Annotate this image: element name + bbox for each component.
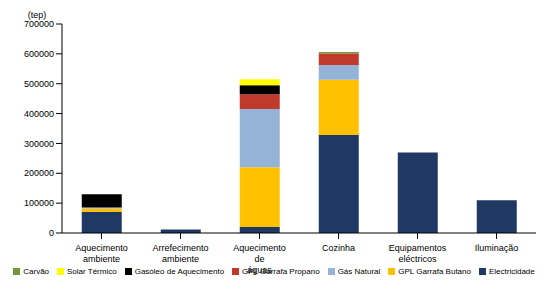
- svg-text:Aquecimentoambiente: Aquecimentoambiente: [75, 243, 128, 264]
- svg-text:Equipamentoseléctricos: Equipamentoseléctricos: [389, 243, 447, 264]
- svg-text:200000: 200000: [24, 168, 54, 178]
- svg-text:500000: 500000: [24, 79, 54, 89]
- svg-text:Cozinha: Cozinha: [322, 243, 355, 253]
- svg-text:400000: 400000: [24, 109, 54, 119]
- svg-text:Arrefecimentoambiente: Arrefecimentoambiente: [152, 243, 208, 264]
- svg-text:Iluminação: Iluminação: [475, 243, 519, 253]
- svg-text:Aquecimentodeáguas: Aquecimentodeáguas: [233, 243, 286, 275]
- svg-text:0: 0: [49, 228, 54, 238]
- svg-text:(tep): (tep): [28, 10, 47, 20]
- svg-text:600000: 600000: [24, 49, 54, 59]
- svg-text:100000: 100000: [24, 198, 54, 208]
- svg-text:700000: 700000: [24, 19, 54, 29]
- svg-text:300000: 300000: [24, 139, 54, 149]
